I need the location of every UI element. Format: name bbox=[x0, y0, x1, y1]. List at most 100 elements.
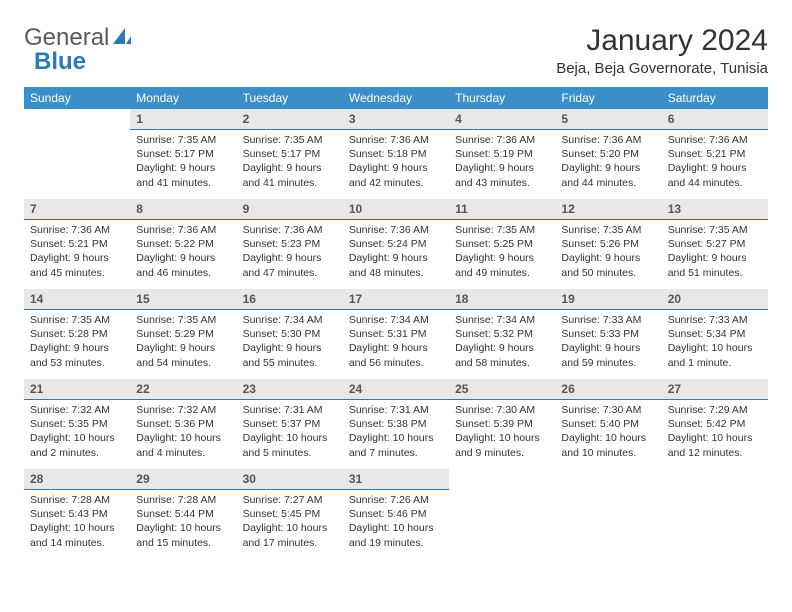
calendar-day-cell: 7Sunrise: 7:36 AMSunset: 5:21 PMDaylight… bbox=[24, 199, 130, 289]
sunrise-text: Sunrise: 7:33 AM bbox=[668, 313, 762, 327]
day-number: 25 bbox=[449, 379, 555, 400]
sunrise-text: Sunrise: 7:34 AM bbox=[349, 313, 443, 327]
sunrise-text: Sunrise: 7:28 AM bbox=[30, 493, 124, 507]
sunrise-text: Sunrise: 7:29 AM bbox=[668, 403, 762, 417]
daylight-text: Daylight: 10 hours and 2 minutes. bbox=[30, 431, 124, 459]
day-number: 22 bbox=[130, 379, 236, 400]
header: General January 2024 Beja, Beja Governor… bbox=[24, 24, 768, 77]
sunset-text: Sunset: 5:22 PM bbox=[136, 237, 230, 251]
sunrise-text: Sunrise: 7:36 AM bbox=[349, 223, 443, 237]
day-body: Sunrise: 7:35 AMSunset: 5:25 PMDaylight:… bbox=[449, 220, 555, 286]
calendar-day-cell: 20Sunrise: 7:33 AMSunset: 5:34 PMDayligh… bbox=[662, 289, 768, 379]
calendar-week-row: 1Sunrise: 7:35 AMSunset: 5:17 PMDaylight… bbox=[24, 109, 768, 199]
day-body: Sunrise: 7:33 AMSunset: 5:34 PMDaylight:… bbox=[662, 310, 768, 376]
calendar-day-cell: 12Sunrise: 7:35 AMSunset: 5:26 PMDayligh… bbox=[555, 199, 661, 289]
sunrise-text: Sunrise: 7:33 AM bbox=[561, 313, 655, 327]
daylight-text: Daylight: 9 hours and 59 minutes. bbox=[561, 341, 655, 369]
logo-sail-icon bbox=[111, 26, 133, 51]
sunrise-text: Sunrise: 7:27 AM bbox=[243, 493, 337, 507]
sunset-text: Sunset: 5:44 PM bbox=[136, 507, 230, 521]
sunrise-text: Sunrise: 7:31 AM bbox=[243, 403, 337, 417]
calendar-day-cell bbox=[449, 469, 555, 559]
day-number: 14 bbox=[24, 289, 130, 310]
sunrise-text: Sunrise: 7:36 AM bbox=[136, 223, 230, 237]
daylight-text: Daylight: 9 hours and 53 minutes. bbox=[30, 341, 124, 369]
daylight-text: Daylight: 10 hours and 10 minutes. bbox=[561, 431, 655, 459]
daylight-text: Daylight: 9 hours and 43 minutes. bbox=[455, 161, 549, 189]
day-number: 28 bbox=[24, 469, 130, 490]
day-number: 21 bbox=[24, 379, 130, 400]
day-number: 11 bbox=[449, 199, 555, 220]
daylight-text: Daylight: 9 hours and 54 minutes. bbox=[136, 341, 230, 369]
daylight-text: Daylight: 10 hours and 19 minutes. bbox=[349, 521, 443, 549]
day-number: 17 bbox=[343, 289, 449, 310]
day-number: 3 bbox=[343, 109, 449, 130]
calendar-day-cell: 13Sunrise: 7:35 AMSunset: 5:27 PMDayligh… bbox=[662, 199, 768, 289]
sunset-text: Sunset: 5:25 PM bbox=[455, 237, 549, 251]
sunset-text: Sunset: 5:29 PM bbox=[136, 327, 230, 341]
day-number: 4 bbox=[449, 109, 555, 130]
day-body: Sunrise: 7:34 AMSunset: 5:30 PMDaylight:… bbox=[237, 310, 343, 376]
day-number: 5 bbox=[555, 109, 661, 130]
calendar-day-cell: 6Sunrise: 7:36 AMSunset: 5:21 PMDaylight… bbox=[662, 109, 768, 199]
day-body: Sunrise: 7:36 AMSunset: 5:22 PMDaylight:… bbox=[130, 220, 236, 286]
daylight-text: Daylight: 9 hours and 45 minutes. bbox=[30, 251, 124, 279]
calendar-day-cell: 9Sunrise: 7:36 AMSunset: 5:23 PMDaylight… bbox=[237, 199, 343, 289]
sunrise-text: Sunrise: 7:36 AM bbox=[561, 133, 655, 147]
calendar-day-cell: 28Sunrise: 7:28 AMSunset: 5:43 PMDayligh… bbox=[24, 469, 130, 559]
sunset-text: Sunset: 5:32 PM bbox=[455, 327, 549, 341]
day-body: Sunrise: 7:31 AMSunset: 5:37 PMDaylight:… bbox=[237, 400, 343, 466]
day-body: Sunrise: 7:36 AMSunset: 5:21 PMDaylight:… bbox=[662, 130, 768, 196]
sunrise-text: Sunrise: 7:31 AM bbox=[349, 403, 443, 417]
sunset-text: Sunset: 5:18 PM bbox=[349, 147, 443, 161]
day-body: Sunrise: 7:30 AMSunset: 5:39 PMDaylight:… bbox=[449, 400, 555, 466]
sunset-text: Sunset: 5:19 PM bbox=[455, 147, 549, 161]
daylight-text: Daylight: 10 hours and 14 minutes. bbox=[30, 521, 124, 549]
daylight-text: Daylight: 9 hours and 41 minutes. bbox=[136, 161, 230, 189]
day-number: 1 bbox=[130, 109, 236, 130]
day-number: 15 bbox=[130, 289, 236, 310]
sunrise-text: Sunrise: 7:36 AM bbox=[668, 133, 762, 147]
daylight-text: Daylight: 10 hours and 1 minute. bbox=[668, 341, 762, 369]
day-body: Sunrise: 7:29 AMSunset: 5:42 PMDaylight:… bbox=[662, 400, 768, 466]
sunrise-text: Sunrise: 7:35 AM bbox=[136, 133, 230, 147]
daylight-text: Daylight: 9 hours and 48 minutes. bbox=[349, 251, 443, 279]
calendar-day-cell: 5Sunrise: 7:36 AMSunset: 5:20 PMDaylight… bbox=[555, 109, 661, 199]
daylight-text: Daylight: 9 hours and 46 minutes. bbox=[136, 251, 230, 279]
calendar-body: 1Sunrise: 7:35 AMSunset: 5:17 PMDaylight… bbox=[24, 109, 768, 559]
calendar-day-cell bbox=[662, 469, 768, 559]
sunrise-text: Sunrise: 7:35 AM bbox=[136, 313, 230, 327]
sunset-text: Sunset: 5:38 PM bbox=[349, 417, 443, 431]
sunset-text: Sunset: 5:27 PM bbox=[668, 237, 762, 251]
calendar-day-cell: 30Sunrise: 7:27 AMSunset: 5:45 PMDayligh… bbox=[237, 469, 343, 559]
calendar-day-cell: 14Sunrise: 7:35 AMSunset: 5:28 PMDayligh… bbox=[24, 289, 130, 379]
calendar-day-cell: 17Sunrise: 7:34 AMSunset: 5:31 PMDayligh… bbox=[343, 289, 449, 379]
day-body: Sunrise: 7:34 AMSunset: 5:32 PMDaylight:… bbox=[449, 310, 555, 376]
day-body: Sunrise: 7:32 AMSunset: 5:36 PMDaylight:… bbox=[130, 400, 236, 466]
day-body: Sunrise: 7:35 AMSunset: 5:26 PMDaylight:… bbox=[555, 220, 661, 286]
day-number: 9 bbox=[237, 199, 343, 220]
day-number: 8 bbox=[130, 199, 236, 220]
day-body: Sunrise: 7:36 AMSunset: 5:23 PMDaylight:… bbox=[237, 220, 343, 286]
calendar-day-cell: 10Sunrise: 7:36 AMSunset: 5:24 PMDayligh… bbox=[343, 199, 449, 289]
day-number: 24 bbox=[343, 379, 449, 400]
sunset-text: Sunset: 5:17 PM bbox=[243, 147, 337, 161]
sunrise-text: Sunrise: 7:35 AM bbox=[243, 133, 337, 147]
daylight-text: Daylight: 9 hours and 55 minutes. bbox=[243, 341, 337, 369]
daylight-text: Daylight: 9 hours and 41 minutes. bbox=[243, 161, 337, 189]
sunset-text: Sunset: 5:46 PM bbox=[349, 507, 443, 521]
sunrise-text: Sunrise: 7:36 AM bbox=[30, 223, 124, 237]
day-number: 29 bbox=[130, 469, 236, 490]
sunset-text: Sunset: 5:24 PM bbox=[349, 237, 443, 251]
calendar-day-cell: 16Sunrise: 7:34 AMSunset: 5:30 PMDayligh… bbox=[237, 289, 343, 379]
day-number: 23 bbox=[237, 379, 343, 400]
daylight-text: Daylight: 9 hours and 44 minutes. bbox=[561, 161, 655, 189]
sunset-text: Sunset: 5:35 PM bbox=[30, 417, 124, 431]
day-body: Sunrise: 7:28 AMSunset: 5:43 PMDaylight:… bbox=[24, 490, 130, 556]
day-body: Sunrise: 7:34 AMSunset: 5:31 PMDaylight:… bbox=[343, 310, 449, 376]
sunset-text: Sunset: 5:23 PM bbox=[243, 237, 337, 251]
daylight-text: Daylight: 10 hours and 5 minutes. bbox=[243, 431, 337, 459]
day-header: Wednesday bbox=[343, 87, 449, 109]
sunset-text: Sunset: 5:31 PM bbox=[349, 327, 443, 341]
daylight-text: Daylight: 9 hours and 56 minutes. bbox=[349, 341, 443, 369]
